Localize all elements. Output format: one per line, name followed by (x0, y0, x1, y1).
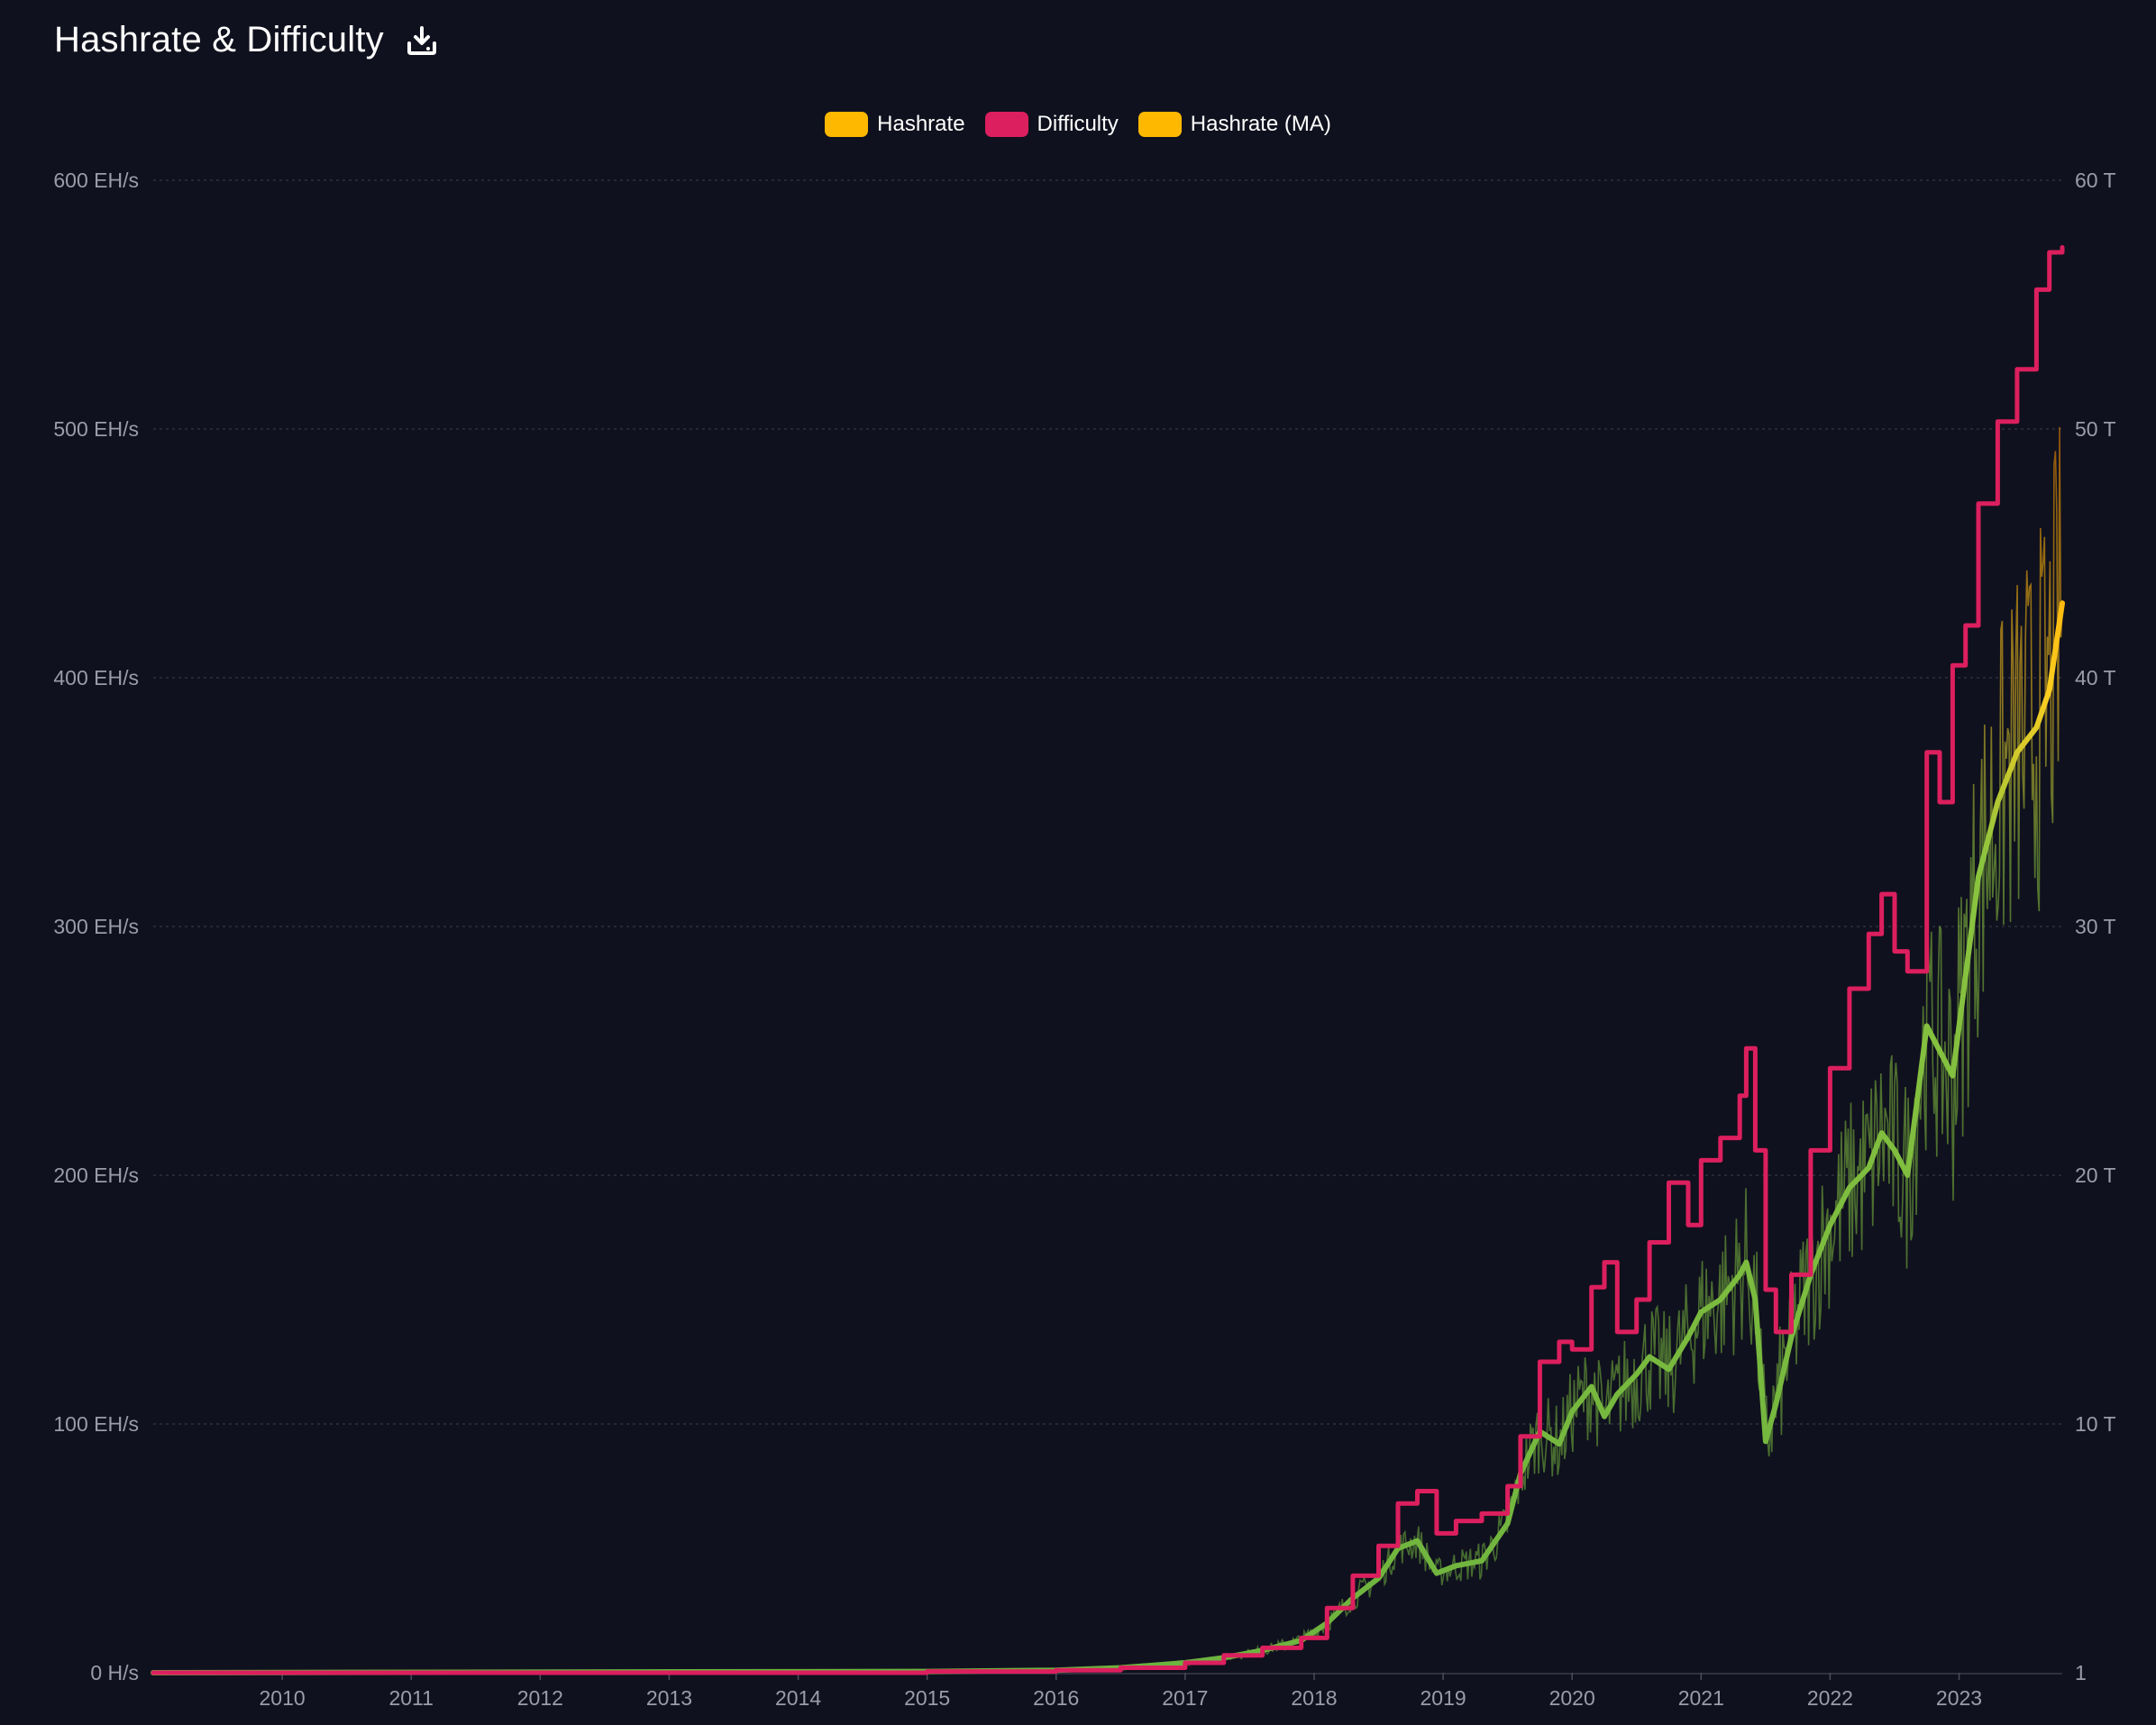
y-tick-right-label: 10 T (2075, 1412, 2116, 1436)
x-tick-label: 2010 (260, 1686, 306, 1710)
legend-swatch-difficulty (984, 112, 1028, 137)
legend-item-hashrate[interactable]: Hashrate (825, 112, 965, 137)
x-tick-label: 2021 (1678, 1686, 1724, 1710)
x-tick-label: 2015 (904, 1686, 950, 1710)
x-tick-label: 2014 (775, 1686, 821, 1710)
x-axis: 2010 2011 2012 2013 2014 2015 2016 2017 2018 2019… (153, 1673, 2062, 1710)
y-tick-right-label: 1 (2075, 1661, 2087, 1684)
download-icon (407, 25, 436, 55)
y-tick-right-label: 30 T (2075, 915, 2116, 938)
legend-label-difficulty: Difficulty (1037, 112, 1119, 136)
y-axis-left: 0 H/s 100 EH/s 200 EH/s 300 EH/s 400 EH/s 500… (53, 169, 139, 1684)
legend-item-hashrate-ma[interactable]: Hashrate (MA) (1137, 112, 1331, 137)
legend-label-hashrate: Hashrate (877, 112, 965, 136)
x-tick-label: 2023 (1936, 1686, 1982, 1710)
x-tick-label: 2011 (388, 1686, 433, 1710)
x-tick-label: 2019 (1420, 1686, 1466, 1710)
x-tick-label: 2020 (1549, 1686, 1595, 1710)
y-tick-left-label: 400 EH/s (53, 666, 139, 689)
y-tick-left-label: 300 EH/s (53, 915, 139, 938)
grid-lines (153, 179, 2062, 1425)
legend-item-difficulty[interactable]: Difficulty (984, 112, 1119, 137)
legend-swatch-hashrate-ma (1137, 112, 1182, 137)
series-hashrate-ma-line (151, 600, 2065, 1675)
series-hashrate-line (153, 426, 2063, 1674)
x-tick-label: 2018 (1291, 1686, 1337, 1710)
download-button[interactable] (404, 23, 440, 59)
y-tick-left-label: 0 H/s (90, 1661, 139, 1684)
x-tick-label: 2013 (646, 1686, 692, 1710)
series-difficulty-line (151, 245, 2065, 1675)
chart-legend: Hashrate Difficulty Hashrate (MA) (0, 112, 2156, 137)
y-tick-left-label: 600 EH/s (53, 169, 139, 192)
y-tick-left-label: 500 EH/s (53, 417, 139, 441)
x-tick-label: 2017 (1162, 1686, 1208, 1710)
y-tick-left-label: 200 EH/s (53, 1164, 139, 1187)
y-tick-right-label: 50 T (2075, 417, 2116, 441)
x-tick-label: 2022 (1807, 1686, 1853, 1710)
x-tick-label: 2012 (517, 1686, 563, 1710)
y-tick-left-label: 100 EH/s (53, 1412, 139, 1436)
y-tick-right-label: 40 T (2075, 666, 2116, 689)
y-tick-right-label: 60 T (2075, 169, 2116, 192)
legend-label-hashrate-ma: Hashrate (MA) (1190, 112, 1331, 136)
page-title: Hashrate & Difficulty (54, 20, 384, 59)
legend-swatch-hashrate (825, 112, 869, 137)
y-axis-right: 1 10 T 20 T 30 T 40 T 50 T 60 T (2075, 169, 2116, 1684)
y-tick-right-label: 20 T (2075, 1164, 2116, 1187)
series-layer (151, 245, 2065, 1675)
x-tick-label: 2016 (1033, 1686, 1079, 1710)
chart-header: Hashrate & Difficulty (54, 20, 440, 60)
